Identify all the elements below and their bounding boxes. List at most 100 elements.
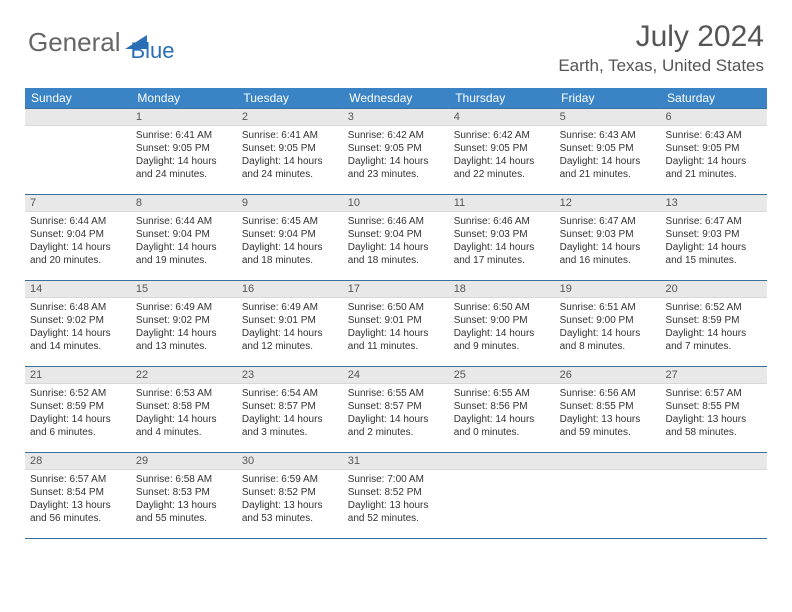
calendar-week: 14Sunrise: 6:48 AMSunset: 9:02 PMDayligh… [25, 281, 767, 367]
calendar-cell: 21Sunrise: 6:52 AMSunset: 8:59 PMDayligh… [25, 367, 131, 453]
day-number: 29 [131, 453, 237, 470]
day-number: 25 [449, 367, 555, 384]
calendar-cell: 31Sunrise: 7:00 AMSunset: 8:52 PMDayligh… [343, 453, 449, 539]
day-content: Sunrise: 6:57 AMSunset: 8:54 PMDaylight:… [25, 470, 131, 527]
day-content: Sunrise: 6:53 AMSunset: 8:58 PMDaylight:… [131, 384, 237, 441]
day-number: 26 [555, 367, 661, 384]
calendar-cell: 25Sunrise: 6:55 AMSunset: 8:56 PMDayligh… [449, 367, 555, 453]
calendar-cell [449, 453, 555, 539]
calendar-cell: 26Sunrise: 6:56 AMSunset: 8:55 PMDayligh… [555, 367, 661, 453]
day-content: Sunrise: 6:52 AMSunset: 8:59 PMDaylight:… [661, 298, 767, 355]
location: Earth, Texas, United States [558, 56, 764, 76]
logo: General Blue [28, 20, 175, 64]
calendar-cell: 13Sunrise: 6:47 AMSunset: 9:03 PMDayligh… [661, 195, 767, 281]
calendar-cell: 15Sunrise: 6:49 AMSunset: 9:02 PMDayligh… [131, 281, 237, 367]
day-number: 5 [555, 109, 661, 126]
calendar-head: SundayMondayTuesdayWednesdayThursdayFrid… [25, 88, 767, 109]
calendar-cell: 20Sunrise: 6:52 AMSunset: 8:59 PMDayligh… [661, 281, 767, 367]
day-number: 30 [237, 453, 343, 470]
day-number: 20 [661, 281, 767, 298]
calendar-cell: 5Sunrise: 6:43 AMSunset: 9:05 PMDaylight… [555, 109, 661, 195]
calendar-cell: 17Sunrise: 6:50 AMSunset: 9:01 PMDayligh… [343, 281, 449, 367]
calendar-week: 21Sunrise: 6:52 AMSunset: 8:59 PMDayligh… [25, 367, 767, 453]
day-number: 23 [237, 367, 343, 384]
calendar-cell [661, 453, 767, 539]
day-content: Sunrise: 6:44 AMSunset: 9:04 PMDaylight:… [25, 212, 131, 269]
calendar-cell: 28Sunrise: 6:57 AMSunset: 8:54 PMDayligh… [25, 453, 131, 539]
day-number: 1 [131, 109, 237, 126]
day-content: Sunrise: 6:55 AMSunset: 8:56 PMDaylight:… [449, 384, 555, 441]
calendar-cell: 10Sunrise: 6:46 AMSunset: 9:04 PMDayligh… [343, 195, 449, 281]
calendar-week: 28Sunrise: 6:57 AMSunset: 8:54 PMDayligh… [25, 453, 767, 539]
day-number: 16 [237, 281, 343, 298]
calendar-week: 7Sunrise: 6:44 AMSunset: 9:04 PMDaylight… [25, 195, 767, 281]
day-number: 8 [131, 195, 237, 212]
day-content: Sunrise: 6:46 AMSunset: 9:03 PMDaylight:… [449, 212, 555, 269]
day-content: Sunrise: 6:45 AMSunset: 9:04 PMDaylight:… [237, 212, 343, 269]
month-title: July 2024 [558, 20, 764, 54]
day-content: Sunrise: 6:47 AMSunset: 9:03 PMDaylight:… [555, 212, 661, 269]
day-content: Sunrise: 6:42 AMSunset: 9:05 PMDaylight:… [343, 126, 449, 183]
day-content: Sunrise: 6:59 AMSunset: 8:52 PMDaylight:… [237, 470, 343, 527]
day-content: Sunrise: 6:43 AMSunset: 9:05 PMDaylight:… [661, 126, 767, 183]
calendar-cell: 9Sunrise: 6:45 AMSunset: 9:04 PMDaylight… [237, 195, 343, 281]
calendar-cell: 22Sunrise: 6:53 AMSunset: 8:58 PMDayligh… [131, 367, 237, 453]
calendar-cell: 24Sunrise: 6:55 AMSunset: 8:57 PMDayligh… [343, 367, 449, 453]
day-content: Sunrise: 6:54 AMSunset: 8:57 PMDaylight:… [237, 384, 343, 441]
day-content: Sunrise: 6:47 AMSunset: 9:03 PMDaylight:… [661, 212, 767, 269]
day-number: 2 [237, 109, 343, 126]
calendar-cell: 1Sunrise: 6:41 AMSunset: 9:05 PMDaylight… [131, 109, 237, 195]
logo-text-1: General [28, 27, 121, 58]
calendar-cell: 14Sunrise: 6:48 AMSunset: 9:02 PMDayligh… [25, 281, 131, 367]
day-number-empty [661, 453, 767, 470]
day-number: 3 [343, 109, 449, 126]
day-number: 15 [131, 281, 237, 298]
logo-text-2: Blue [131, 38, 175, 64]
calendar-cell [25, 109, 131, 195]
day-header: Saturday [661, 88, 767, 109]
day-header: Sunday [25, 88, 131, 109]
day-number-empty [555, 453, 661, 470]
calendar-cell [555, 453, 661, 539]
day-number: 18 [449, 281, 555, 298]
day-header: Tuesday [237, 88, 343, 109]
calendar-cell: 23Sunrise: 6:54 AMSunset: 8:57 PMDayligh… [237, 367, 343, 453]
day-number: 13 [661, 195, 767, 212]
calendar-cell: 6Sunrise: 6:43 AMSunset: 9:05 PMDaylight… [661, 109, 767, 195]
day-number: 31 [343, 453, 449, 470]
calendar-cell: 8Sunrise: 6:44 AMSunset: 9:04 PMDaylight… [131, 195, 237, 281]
day-number: 14 [25, 281, 131, 298]
day-number: 4 [449, 109, 555, 126]
day-header: Thursday [449, 88, 555, 109]
day-content: Sunrise: 6:51 AMSunset: 9:00 PMDaylight:… [555, 298, 661, 355]
calendar-cell: 11Sunrise: 6:46 AMSunset: 9:03 PMDayligh… [449, 195, 555, 281]
day-number: 7 [25, 195, 131, 212]
day-number: 19 [555, 281, 661, 298]
day-content: Sunrise: 6:49 AMSunset: 9:01 PMDaylight:… [237, 298, 343, 355]
calendar-cell: 29Sunrise: 6:58 AMSunset: 8:53 PMDayligh… [131, 453, 237, 539]
calendar-cell: 4Sunrise: 6:42 AMSunset: 9:05 PMDaylight… [449, 109, 555, 195]
day-number: 12 [555, 195, 661, 212]
title-block: July 2024 Earth, Texas, United States [558, 20, 764, 76]
calendar-cell: 12Sunrise: 6:47 AMSunset: 9:03 PMDayligh… [555, 195, 661, 281]
calendar-cell: 27Sunrise: 6:57 AMSunset: 8:55 PMDayligh… [661, 367, 767, 453]
calendar-cell: 7Sunrise: 6:44 AMSunset: 9:04 PMDaylight… [25, 195, 131, 281]
day-number: 28 [25, 453, 131, 470]
day-content: Sunrise: 6:41 AMSunset: 9:05 PMDaylight:… [131, 126, 237, 183]
day-content: Sunrise: 6:48 AMSunset: 9:02 PMDaylight:… [25, 298, 131, 355]
day-number: 24 [343, 367, 449, 384]
day-number: 22 [131, 367, 237, 384]
day-content: Sunrise: 6:41 AMSunset: 9:05 PMDaylight:… [237, 126, 343, 183]
day-content: Sunrise: 6:52 AMSunset: 8:59 PMDaylight:… [25, 384, 131, 441]
day-number: 27 [661, 367, 767, 384]
calendar-cell: 16Sunrise: 6:49 AMSunset: 9:01 PMDayligh… [237, 281, 343, 367]
day-content: Sunrise: 6:50 AMSunset: 9:00 PMDaylight:… [449, 298, 555, 355]
day-content: Sunrise: 6:50 AMSunset: 9:01 PMDaylight:… [343, 298, 449, 355]
day-content: Sunrise: 6:58 AMSunset: 8:53 PMDaylight:… [131, 470, 237, 527]
calendar-cell: 3Sunrise: 6:42 AMSunset: 9:05 PMDaylight… [343, 109, 449, 195]
day-number: 6 [661, 109, 767, 126]
calendar-cell: 30Sunrise: 6:59 AMSunset: 8:52 PMDayligh… [237, 453, 343, 539]
day-content: Sunrise: 6:49 AMSunset: 9:02 PMDaylight:… [131, 298, 237, 355]
day-number-empty [449, 453, 555, 470]
day-header: Friday [555, 88, 661, 109]
